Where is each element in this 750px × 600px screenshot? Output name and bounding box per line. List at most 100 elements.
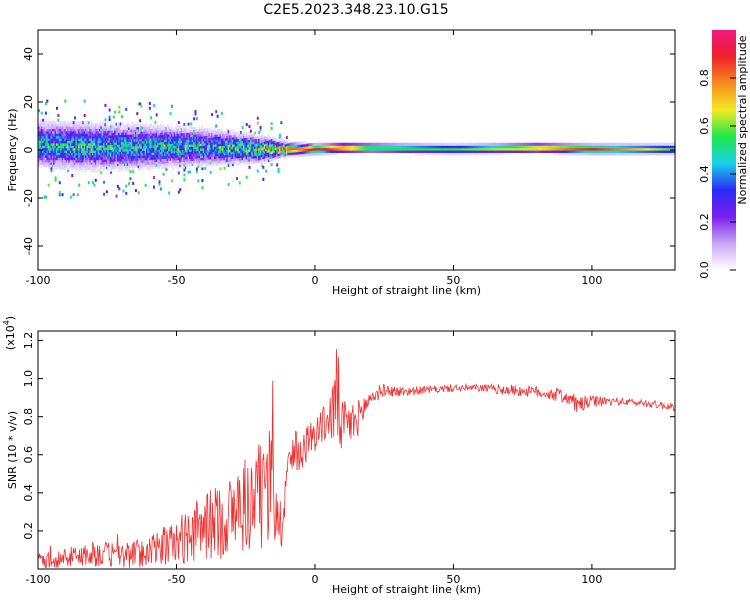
- heatmap-cell: [220, 135, 223, 139]
- heatmap-cell: [164, 127, 166, 131]
- heatmap-cell: [456, 142, 459, 146]
- heatmap-cell: [223, 142, 226, 146]
- heatmap-cell: [252, 155, 255, 159]
- heatmap-cell: [227, 137, 230, 141]
- heatmap-cell: [144, 138, 147, 142]
- heatmap-cell: [395, 147, 398, 151]
- heatmap-cell: [353, 150, 356, 153]
- heatmap-cell: [79, 128, 82, 132]
- heatmap-cell: [44, 102, 47, 105]
- heatmap-cell: [658, 145, 661, 149]
- heatmap-cell: [212, 141, 215, 145]
- heatmap-cell: [211, 149, 214, 153]
- heatmap-cell: [209, 137, 212, 141]
- heatmap-cell: [147, 133, 150, 137]
- heatmap-cell: [89, 123, 92, 127]
- heatmap-cell: [137, 155, 140, 159]
- heatmap-cell: [258, 157, 261, 161]
- heatmap-cell: [123, 131, 126, 135]
- heatmap-cell: [46, 133, 49, 137]
- heatmap-cell: [107, 137, 110, 141]
- heatmap-cell: [485, 142, 488, 146]
- heatmap-cell: [249, 144, 252, 148]
- heatmap-cell: [227, 130, 230, 134]
- heatmap-cell: [324, 142, 327, 146]
- heatmap-cell: [535, 145, 538, 149]
- heatmap-cell: [385, 145, 388, 149]
- heatmap-cell: [61, 159, 64, 163]
- heatmap-cell: [60, 121, 63, 125]
- heatmap-cell: [158, 182, 161, 186]
- heatmap-cell: [295, 149, 298, 153]
- heatmap-cell: [40, 162, 43, 165]
- heatmap-cell: [622, 145, 625, 149]
- heatmap-cell: [108, 156, 111, 160]
- heatmap-cell: [242, 154, 245, 158]
- heatmap-cell: [420, 142, 423, 146]
- heatmap-cell: [139, 155, 142, 159]
- heatmap-cell: [143, 131, 146, 135]
- heatmap-cell: [201, 138, 204, 142]
- heatmap-cell: [255, 150, 258, 154]
- heatmap-cell: [158, 180, 161, 184]
- heatmap-cell: [291, 142, 294, 146]
- heatmap-cell: [655, 150, 658, 153]
- heatmap-cell: [288, 152, 291, 156]
- heatmap-cell: [154, 139, 157, 143]
- heatmap-cell: [213, 129, 216, 133]
- heatmap-cell: [273, 147, 276, 151]
- heatmap-cell: [115, 149, 118, 153]
- heatmap-cell: [161, 136, 164, 140]
- heatmap-cell: [182, 154, 185, 158]
- heatmap-cell: [525, 147, 528, 151]
- heatmap-cell: [68, 135, 71, 139]
- heatmap-cell: [411, 142, 414, 146]
- heatmap-cell: [51, 133, 54, 137]
- heatmap-cell: [157, 139, 160, 143]
- heatmap-cell: [179, 159, 182, 163]
- heatmap-cell: [157, 161, 160, 165]
- heatmap-cell: [93, 138, 96, 141]
- heatmap-cell: [79, 135, 82, 139]
- heatmap-cell: [82, 138, 85, 141]
- heatmap-cell: [193, 126, 196, 130]
- heatmap-cell: [209, 154, 212, 158]
- heatmap-cell: [362, 142, 365, 146]
- heatmap-cell: [272, 155, 275, 159]
- heatmap-cell: [458, 142, 461, 146]
- heatmap-cell: [661, 152, 664, 156]
- heatmap-cell: [472, 147, 475, 151]
- heatmap-cell: [152, 125, 155, 129]
- heatmap-cell: [326, 150, 329, 153]
- heatmap-cell: [237, 145, 240, 149]
- heatmap-cell: [374, 147, 377, 151]
- heatmap-cell: [122, 139, 125, 143]
- heatmap-cell: [285, 152, 288, 156]
- heatmap-cell: [604, 147, 607, 151]
- heatmap-cell: [604, 152, 607, 156]
- heatmap-cell: [204, 152, 207, 156]
- heatmap-cell: [230, 146, 233, 150]
- heatmap-cell: [238, 155, 241, 159]
- heatmap-cell: [417, 152, 420, 156]
- heatmap-cell: [123, 148, 126, 152]
- heatmap-cell: [150, 142, 153, 146]
- heatmap-cell: [422, 150, 425, 153]
- heatmap-cell: [197, 131, 200, 135]
- heatmap-cell: [86, 145, 89, 149]
- heatmap-cell: [571, 152, 574, 156]
- heatmap-cell: [47, 130, 50, 134]
- heatmap-cell: [116, 129, 119, 133]
- heatmap-cell: [245, 135, 248, 138]
- heatmap-cell: [103, 120, 106, 124]
- heatmap-cell: [72, 157, 75, 161]
- heatmap-cell: [159, 122, 162, 126]
- heatmap-cell: [125, 184, 128, 188]
- heatmap-cell: [201, 145, 204, 149]
- heatmap-cell: [110, 156, 112, 160]
- heatmap-cell: [130, 150, 133, 154]
- heatmap-cell: [242, 156, 245, 160]
- heatmap-cell: [267, 139, 270, 143]
- heatmap-cell: [453, 147, 456, 151]
- heatmap-cell: [625, 147, 628, 151]
